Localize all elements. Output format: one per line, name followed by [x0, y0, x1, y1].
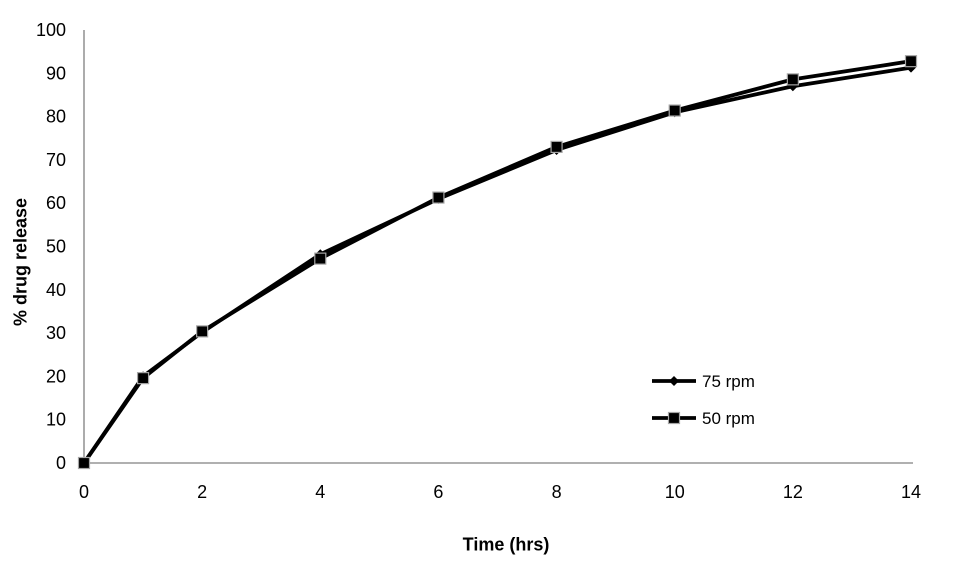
series-line-50-rpm — [82, 59, 913, 465]
marker-square-50-rpm — [786, 73, 799, 86]
y-tick-label: 80 — [46, 107, 66, 127]
y-axis-title: % drug release — [10, 197, 31, 327]
y-tick-label: 20 — [46, 366, 66, 386]
y-tick-label: 50 — [46, 237, 66, 257]
y-tick-label: 10 — [46, 410, 66, 430]
legend-label-50-rpm: 50 rpm — [702, 409, 755, 428]
x-tick-label: 2 — [197, 482, 207, 502]
marker-square-50-rpm — [136, 372, 150, 385]
legend-label-75-rpm: 75 rpm — [702, 372, 755, 391]
y-tick-label: 60 — [46, 193, 66, 213]
marker-square-50-rpm — [432, 191, 445, 204]
x-tick-label: 4 — [315, 482, 325, 502]
marker-diamond-75-rpm — [906, 62, 916, 73]
legend-marker-square — [667, 411, 681, 425]
marker-square-50-rpm — [314, 252, 327, 265]
y-tick-label: 30 — [46, 323, 66, 343]
y-tick-label: 90 — [46, 63, 66, 83]
marker-square-50-rpm — [904, 55, 918, 68]
marker-square-50-rpm — [77, 456, 91, 470]
marker-square-50-rpm — [668, 104, 681, 117]
y-tick-label: 0 — [56, 453, 66, 473]
marker-square-50-rpm — [196, 325, 209, 338]
x-axis-title: Time (hrs) — [462, 534, 550, 555]
x-tick-label: 10 — [665, 482, 685, 502]
x-tick-label: 12 — [783, 482, 803, 502]
x-tick-label: 0 — [79, 482, 89, 502]
x-tick-label: 14 — [901, 482, 921, 502]
marker-square-50-rpm — [550, 140, 563, 154]
y-tick-label: 70 — [46, 150, 66, 170]
x-tick-label: 8 — [552, 482, 562, 502]
y-tick-label: 40 — [46, 280, 66, 300]
series-line-75-rpm — [82, 65, 913, 465]
legend-marker-diamond — [669, 376, 679, 386]
x-tick-label: 6 — [433, 482, 443, 502]
y-tick-label: 100 — [36, 20, 66, 40]
